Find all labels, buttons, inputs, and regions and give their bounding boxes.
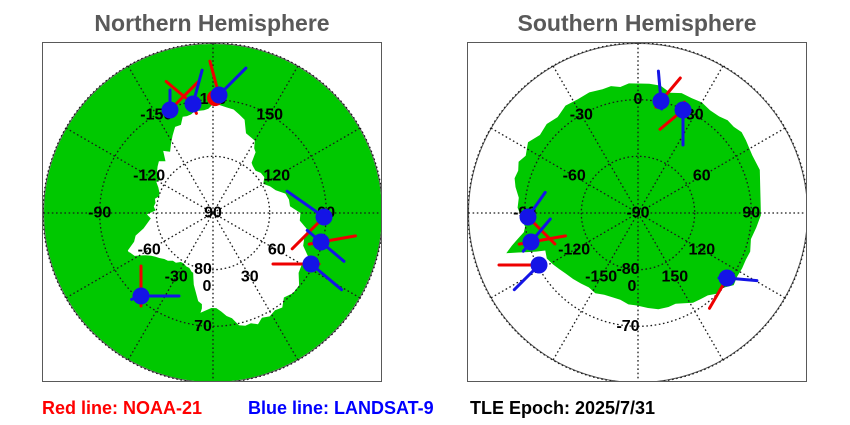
svg-text:-120: -120 xyxy=(133,168,165,185)
svg-text:-90: -90 xyxy=(88,205,111,222)
svg-text:90: 90 xyxy=(742,205,760,222)
svg-text:70: 70 xyxy=(194,318,212,335)
svg-text:-70: -70 xyxy=(616,318,639,335)
svg-text:-80: -80 xyxy=(616,261,639,278)
svg-text:-60: -60 xyxy=(138,241,161,258)
svg-text:-30: -30 xyxy=(570,106,593,123)
svg-text:-60: -60 xyxy=(563,168,586,185)
svg-text:30: 30 xyxy=(241,268,259,285)
svg-text:60: 60 xyxy=(693,168,711,185)
svg-text:-120: -120 xyxy=(558,241,590,258)
svg-text:150: 150 xyxy=(661,268,688,285)
svg-text:80: 80 xyxy=(194,261,212,278)
svg-text:120: 120 xyxy=(263,168,290,185)
svg-text:-90: -90 xyxy=(626,205,649,222)
svg-text:0: 0 xyxy=(203,278,212,295)
svg-text:0: 0 xyxy=(634,91,643,108)
svg-text:120: 120 xyxy=(688,241,715,258)
svg-text:60: 60 xyxy=(268,241,286,258)
svg-text:-30: -30 xyxy=(165,268,188,285)
svg-text:150: 150 xyxy=(256,106,283,123)
svg-text:-150: -150 xyxy=(585,268,617,285)
svg-text:0: 0 xyxy=(628,278,637,295)
svg-text:90: 90 xyxy=(204,205,222,222)
